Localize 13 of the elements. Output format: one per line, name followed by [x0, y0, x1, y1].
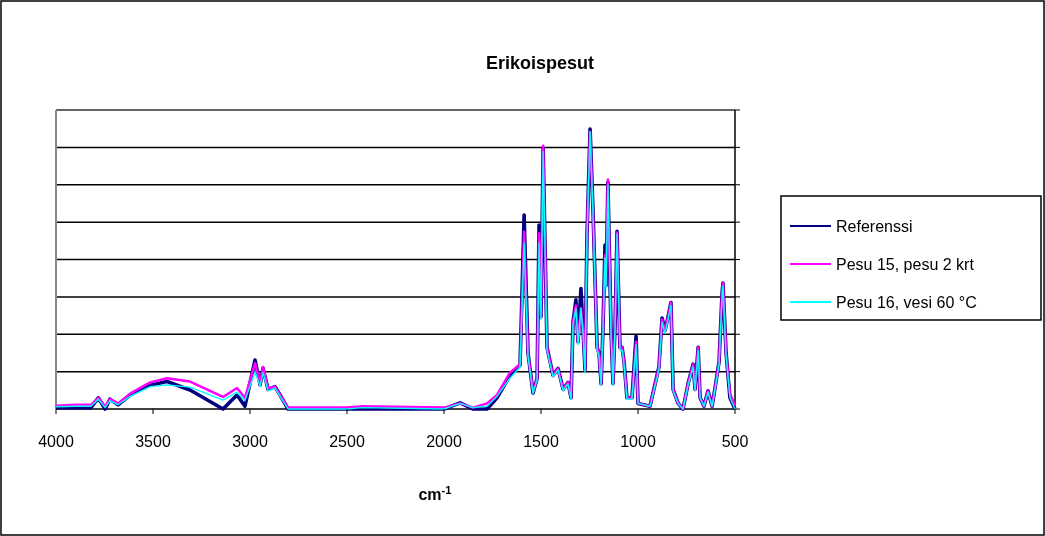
x-axis-title: cm$^{-1}$: [418, 484, 452, 503]
x-tick-label: 500: [721, 433, 749, 450]
legend-label: Pesu 15, pesu 2 krt: [836, 256, 975, 273]
x-tick-label: 4000: [38, 433, 74, 450]
x-tick-label: 3000: [232, 433, 268, 450]
x-tick-label: 2000: [426, 433, 462, 450]
chart-title: Erikoispesut: [485, 53, 595, 73]
x-tick-label: 1500: [523, 433, 559, 450]
legend-label: Referenssi: [836, 218, 913, 235]
x-tick-label: 2500: [329, 433, 365, 450]
legend-label: Pesu 16, vesi 60 °C: [836, 294, 977, 311]
x-tick-label: 3500: [135, 433, 171, 450]
x-tick-label: 1000: [620, 433, 656, 450]
